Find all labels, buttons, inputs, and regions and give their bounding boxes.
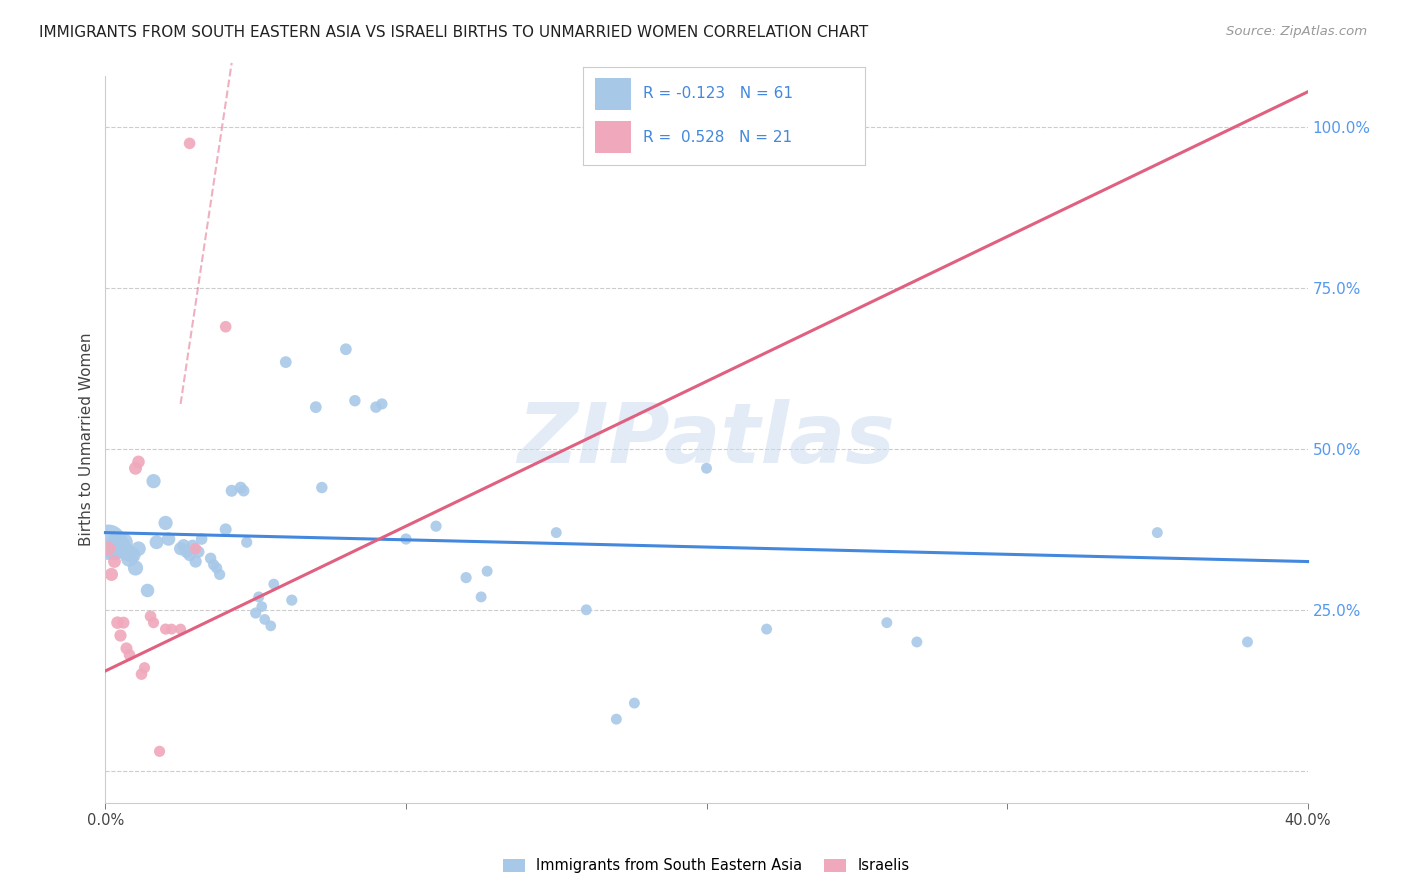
Point [475,564,498,578]
Point [696,461,718,475]
Point [311,481,333,495]
Point [107,615,129,630]
Point [229,481,252,495]
Point [425,519,447,533]
Point [263,577,285,591]
Point [214,522,236,536]
Point [235,535,257,549]
Point [335,343,357,357]
Point [181,539,204,553]
Point [179,136,201,151]
Point [121,548,143,562]
Point [200,551,222,566]
Point [605,712,627,726]
Point [184,541,207,556]
Point [134,661,156,675]
Point [274,355,297,369]
Text: Source: ZipAtlas.com: Source: ZipAtlas.com [1226,25,1367,38]
Point [103,555,125,569]
Point [169,541,191,556]
Point [364,400,387,414]
Point [343,393,366,408]
Point [184,555,207,569]
Point [155,622,177,636]
Point [623,696,645,710]
Point [253,612,276,626]
Point [173,539,195,553]
Point [208,567,231,582]
Point [100,567,122,582]
Point [305,400,328,414]
Point [221,483,243,498]
Point [110,539,132,553]
Point [107,535,129,549]
Point [247,590,270,604]
Point [250,599,273,614]
Point [136,583,159,598]
Point [110,628,132,642]
Point [205,561,228,575]
Point [157,532,180,546]
Point [118,551,141,566]
Point [232,483,254,498]
Point [128,455,150,469]
Bar [595,78,631,110]
Point [97,535,120,549]
Point [1146,525,1168,540]
Point [575,603,598,617]
Point [245,606,267,620]
Point [131,667,153,681]
Point [124,461,146,475]
Point [103,541,125,556]
Point [190,532,212,546]
Point [187,545,209,559]
Point [115,641,138,656]
Point [112,535,135,549]
Point [118,648,141,662]
Legend: Immigrants from South Eastern Asia, Israelis: Immigrants from South Eastern Asia, Isra… [498,853,915,880]
Point [755,622,778,636]
Point [142,474,165,488]
Text: ZIPatlas: ZIPatlas [517,399,896,480]
Point [179,548,201,562]
Point [1236,635,1258,649]
Point [395,532,418,546]
Point [155,516,177,530]
Point [139,609,162,624]
Point [470,590,492,604]
Point [176,545,198,559]
Point [124,561,146,575]
Point [905,635,928,649]
Bar [595,121,631,153]
Point [260,619,283,633]
Point [128,541,150,556]
Point [145,535,167,549]
Point [97,541,120,556]
Y-axis label: Births to Unmarried Women: Births to Unmarried Women [79,333,94,546]
Point [214,319,236,334]
Point [169,622,191,636]
Text: IMMIGRANTS FROM SOUTH EASTERN ASIA VS ISRAELI BIRTHS TO UNMARRIED WOMEN CORRELAT: IMMIGRANTS FROM SOUTH EASTERN ASIA VS IS… [39,25,869,40]
Point [142,615,165,630]
Text: R = -0.123   N = 61: R = -0.123 N = 61 [643,87,793,102]
Point [371,397,394,411]
Point [454,571,477,585]
Point [876,615,898,630]
Point [115,545,138,559]
Point [281,593,304,607]
Point [148,744,170,758]
Text: R =  0.528   N = 21: R = 0.528 N = 21 [643,129,792,145]
Point [202,558,225,572]
Point [546,525,568,540]
Point [160,622,183,636]
Point [112,615,135,630]
